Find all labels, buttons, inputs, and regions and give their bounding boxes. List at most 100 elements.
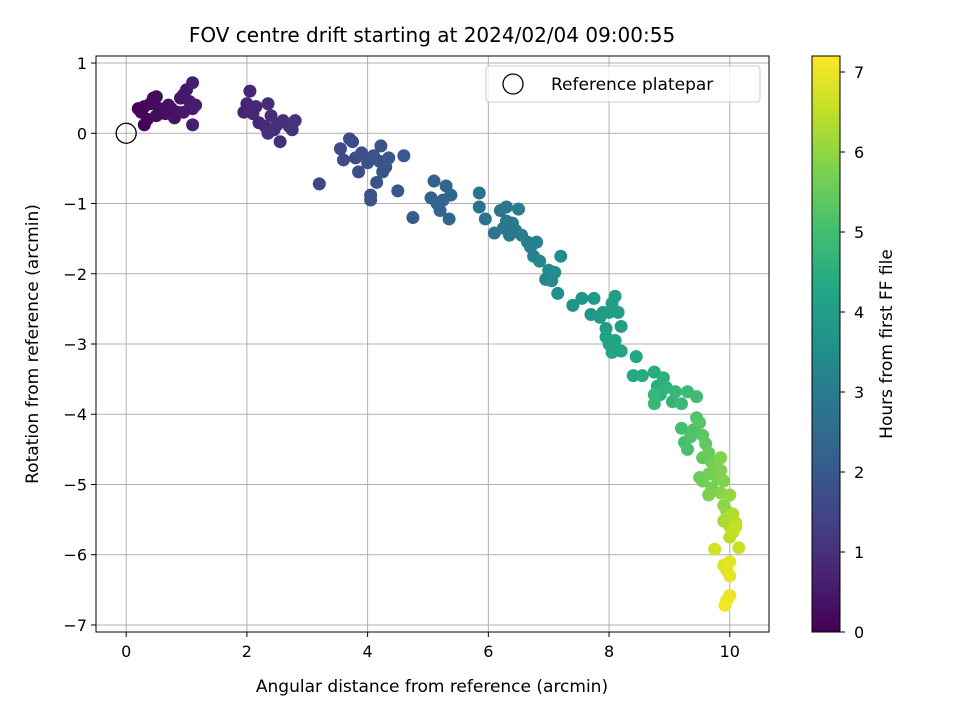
data-point [702, 488, 716, 502]
colorbar-label: Hours from first FF file [877, 249, 897, 439]
data-point [608, 333, 622, 347]
data-point [674, 421, 688, 435]
data-point [149, 109, 163, 123]
chart-title: FOV centre drift starting at 2024/02/04 … [189, 23, 675, 47]
data-point [614, 319, 628, 333]
y-axis-label: Rotation from reference (arcmin) [23, 204, 43, 484]
data-point [442, 212, 456, 226]
data-point [243, 84, 257, 98]
data-point [346, 135, 360, 149]
x-tick-label: 8 [604, 642, 614, 661]
y-tick-label: −7 [63, 616, 87, 635]
data-point [723, 569, 737, 583]
x-tick-label: 4 [363, 642, 373, 661]
colorbar: 0 1 2 3 4 5 6 7 Hours from first FF file [811, 55, 897, 642]
data-point [177, 105, 191, 119]
data-point [499, 200, 513, 214]
data-point [674, 397, 688, 411]
x-tick-label: 6 [483, 642, 493, 661]
data-point [693, 416, 707, 430]
data-point [433, 204, 447, 218]
y-tick-label: −1 [63, 195, 87, 214]
y-tick-label: −6 [63, 546, 87, 565]
data-point [288, 114, 302, 128]
data-point [499, 214, 513, 228]
colorbar-gradient [811, 55, 841, 633]
data-point [364, 193, 378, 207]
data-point [397, 149, 411, 163]
y-tick-label: −5 [63, 475, 87, 494]
data-point [472, 200, 486, 214]
data-point [611, 305, 625, 319]
y-axis-ticks: 1 0 −1 −2 −3 −4 −5 −6 −7 [63, 54, 96, 635]
y-tick-label: 0 [77, 124, 87, 143]
data-point [575, 291, 589, 305]
data-point [656, 371, 670, 385]
data-point [186, 76, 200, 90]
data-point [717, 474, 731, 488]
data-point [714, 463, 728, 477]
legend-reference-icon [502, 73, 524, 95]
data-point [382, 151, 396, 165]
data-point [723, 488, 737, 502]
data-point [708, 542, 722, 556]
y-tick-label: 1 [77, 54, 87, 73]
data-point [723, 555, 737, 569]
data-point [681, 442, 695, 456]
data-point [406, 211, 420, 225]
data-points [131, 76, 746, 612]
data-point [530, 235, 544, 249]
data-point [548, 265, 562, 279]
data-point [635, 369, 649, 383]
x-tick-label: 0 [121, 642, 131, 661]
x-tick-label: 10 [720, 642, 740, 661]
legend-box [485, 65, 761, 103]
data-point [587, 291, 601, 305]
data-point [189, 98, 203, 112]
y-tick-label: −4 [63, 405, 87, 424]
data-point [614, 344, 628, 358]
x-axis-label: Angular distance from reference (arcmin) [256, 677, 608, 697]
data-point [249, 100, 263, 114]
colorbar-tick-label: 0 [854, 623, 864, 642]
legend: Reference platepar [485, 65, 761, 103]
data-point [186, 118, 200, 132]
data-point [629, 350, 643, 364]
data-point [668, 385, 682, 399]
data-point [374, 139, 388, 153]
data-point [376, 165, 390, 179]
y-tick-label: −2 [63, 265, 87, 284]
data-point [512, 202, 526, 216]
data-point [336, 153, 350, 167]
data-point [352, 165, 366, 179]
data-point [554, 249, 568, 263]
data-point [333, 142, 347, 156]
data-point [626, 369, 640, 383]
colorbar-tick-label: 1 [854, 543, 864, 562]
reference-marker [115, 122, 137, 144]
data-point [161, 104, 175, 118]
data-point [427, 174, 441, 188]
data-point [444, 188, 458, 202]
data-point [732, 541, 746, 555]
data-point [566, 298, 580, 312]
data-point [478, 212, 492, 226]
colorbar-tick-label: 6 [854, 143, 864, 162]
x-tick-label: 2 [242, 642, 252, 661]
data-point [647, 388, 661, 402]
data-point [718, 598, 732, 612]
x-axis-ticks: 0 2 4 6 8 10 [121, 632, 740, 661]
colorbar-tick-label: 3 [854, 383, 864, 402]
data-point [729, 520, 743, 534]
reference-platepar-marker [115, 122, 137, 144]
data-point [149, 90, 163, 104]
data-point [370, 175, 384, 189]
data-point [391, 184, 405, 198]
data-point [264, 109, 278, 123]
colorbar-tick-label: 2 [854, 463, 864, 482]
colorbar-tick-label: 4 [854, 303, 864, 322]
data-point [714, 451, 728, 465]
legend-entry-label: Reference platepar [551, 75, 713, 95]
data-point [690, 390, 704, 404]
